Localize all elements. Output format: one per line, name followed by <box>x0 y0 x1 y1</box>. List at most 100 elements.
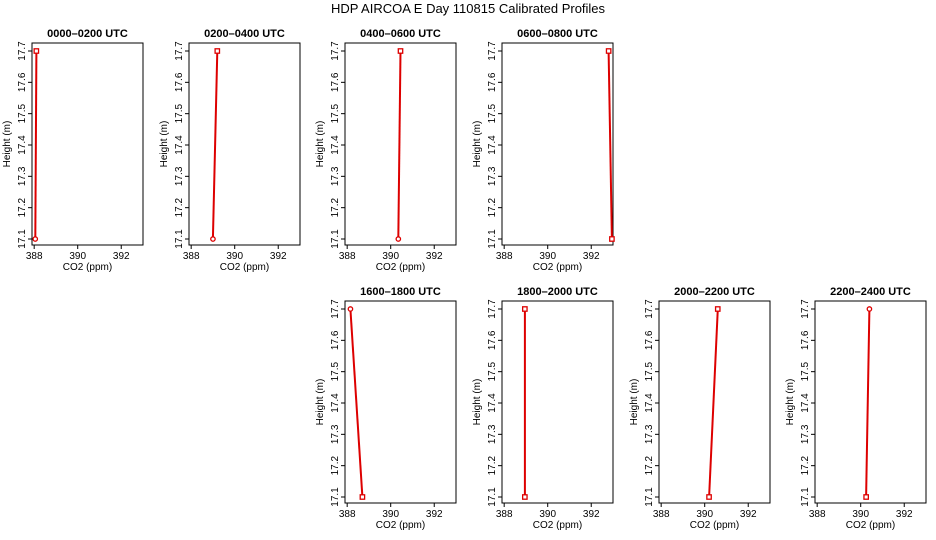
plot-frame <box>188 42 301 246</box>
x-tick-label: 388 <box>809 509 826 520</box>
data-point-circle <box>347 306 354 312</box>
panel-title: 1800–2000 UTC <box>517 286 598 298</box>
profile-line <box>211 50 219 240</box>
panel-title: 0600–0800 UTC <box>517 28 598 40</box>
x-tick-label: 390 <box>852 509 869 520</box>
x-tick-label: 392 <box>896 509 913 520</box>
y-tick-label: 17.5 <box>487 103 498 123</box>
data-point-square <box>706 494 712 500</box>
y-tick-label: 17.3 <box>487 424 498 444</box>
x-axis-label: CO2 (ppm) <box>220 262 269 273</box>
panel-title: 1600–1800 UTC <box>360 286 441 298</box>
x-tick-label: 388 <box>183 251 200 262</box>
y-tick-label: 17.6 <box>487 72 498 92</box>
panel-4: 1600–1800 UTC 388 390 392 17.1 17.2 17.3 17.4 17… <box>315 286 457 531</box>
y-tick-label: 17.4 <box>487 135 498 155</box>
y-tick-label: 17.2 <box>487 455 498 475</box>
x-tick-label: 390 <box>69 251 86 262</box>
x-tick-label: 390 <box>696 509 713 520</box>
x-tick-label: 392 <box>113 251 130 262</box>
y-tick-label: 17.5 <box>174 103 185 123</box>
y-tick-label: 17.3 <box>330 166 341 186</box>
x-tick-label: 388 <box>339 509 356 520</box>
y-tick-label: 17.4 <box>487 393 498 413</box>
panel-5: 1800–2000 UTC 388 390 392 17.1 17.2 17.3 17.4 17… <box>472 286 614 531</box>
panel-7: 2200–2400 UTC 388 390 392 17.1 17.2 17.3 17.4 17… <box>785 286 927 531</box>
data-point-square <box>863 494 869 500</box>
y-axis-label: Height (m) <box>472 121 483 168</box>
y-tick-label: 17.1 <box>174 229 185 249</box>
y-axis-label: Height (m) <box>315 121 326 168</box>
data-point-square <box>522 306 528 312</box>
x-tick-label: 390 <box>539 251 556 262</box>
y-tick-label: 17.3 <box>644 424 655 444</box>
data-point-square <box>214 48 221 54</box>
profile-line <box>349 308 364 498</box>
x-tick-label: 392 <box>270 251 287 262</box>
y-tick-label: 17.2 <box>487 197 498 217</box>
x-tick-label: 392 <box>583 251 600 262</box>
x-axis-label: CO2 (ppm) <box>376 520 425 531</box>
y-tick-label: 17.7 <box>330 299 341 319</box>
x-axis-label: CO2 (ppm) <box>533 520 582 531</box>
y-tick-label: 17.1 <box>800 487 811 507</box>
data-point-circle <box>32 236 39 242</box>
x-tick-label: 388 <box>26 251 43 262</box>
y-axis-label: Height (m) <box>159 121 170 168</box>
x-tick-label: 388 <box>496 251 513 262</box>
x-axis-label: CO2 (ppm) <box>376 262 425 273</box>
data-point-square <box>359 494 366 500</box>
x-tick-label: 388 <box>339 251 356 262</box>
y-tick-label: 17.4 <box>644 393 655 413</box>
x-tick-label: 392 <box>583 509 600 520</box>
panel-title: 0400–0600 UTC <box>360 28 441 40</box>
data-point-square <box>609 236 615 242</box>
plot-frame <box>31 42 144 246</box>
y-tick-label: 17.2 <box>174 197 185 217</box>
x-axis-label: CO2 (ppm) <box>63 262 112 273</box>
y-tick-label: 17.3 <box>800 424 811 444</box>
profile-line <box>607 50 613 240</box>
x-tick-label: 390 <box>382 509 399 520</box>
y-tick-label: 17.4 <box>330 393 341 413</box>
x-axis-label: CO2 (ppm) <box>690 520 739 531</box>
y-tick-label: 17.4 <box>17 135 28 155</box>
data-point-square <box>605 48 612 54</box>
y-tick-label: 17.3 <box>174 166 185 186</box>
x-axis-label: CO2 (ppm) <box>533 262 582 273</box>
x-tick-label: 390 <box>539 509 556 520</box>
data-point-square <box>714 306 721 312</box>
y-tick-label: 17.3 <box>17 166 28 186</box>
y-axis-label: Height (m) <box>2 121 13 168</box>
y-tick-label: 17.6 <box>644 330 655 350</box>
y-axis-label: Height (m) <box>315 379 326 426</box>
y-tick-label: 17.5 <box>330 103 341 123</box>
y-tick-label: 17.3 <box>330 424 341 444</box>
data-point-square <box>397 48 404 54</box>
y-tick-label: 17.6 <box>330 330 341 350</box>
panel-1: 0200–0400 UTC 388 390 392 17.1 17.2 17.3 17.4 17… <box>159 28 301 273</box>
x-axis-label: CO2 (ppm) <box>846 520 895 531</box>
y-tick-label: 17.7 <box>330 41 341 61</box>
y-tick-label: 17.7 <box>800 299 811 319</box>
y-axis-label: Height (m) <box>629 379 640 426</box>
y-tick-label: 17.5 <box>800 361 811 381</box>
panel-title: 2000–2200 UTC <box>674 286 755 298</box>
y-tick-label: 17.6 <box>174 72 185 92</box>
y-tick-label: 17.2 <box>330 197 341 217</box>
y-axis-label: Height (m) <box>785 379 796 426</box>
profile-line <box>708 308 719 498</box>
y-tick-label: 17.5 <box>17 103 28 123</box>
panel-title: 0000–0200 UTC <box>47 28 128 40</box>
y-tick-label: 17.4 <box>174 135 185 155</box>
y-tick-label: 17.2 <box>17 197 28 217</box>
y-tick-label: 17.4 <box>800 393 811 413</box>
plot-frame <box>501 300 614 504</box>
y-tick-label: 17.7 <box>487 299 498 319</box>
y-tick-label: 17.2 <box>644 455 655 475</box>
y-tick-label: 17.1 <box>644 487 655 507</box>
x-tick-label: 392 <box>426 251 443 262</box>
y-tick-label: 17.6 <box>330 72 341 92</box>
x-tick-label: 392 <box>426 509 443 520</box>
data-point-square <box>522 494 528 500</box>
